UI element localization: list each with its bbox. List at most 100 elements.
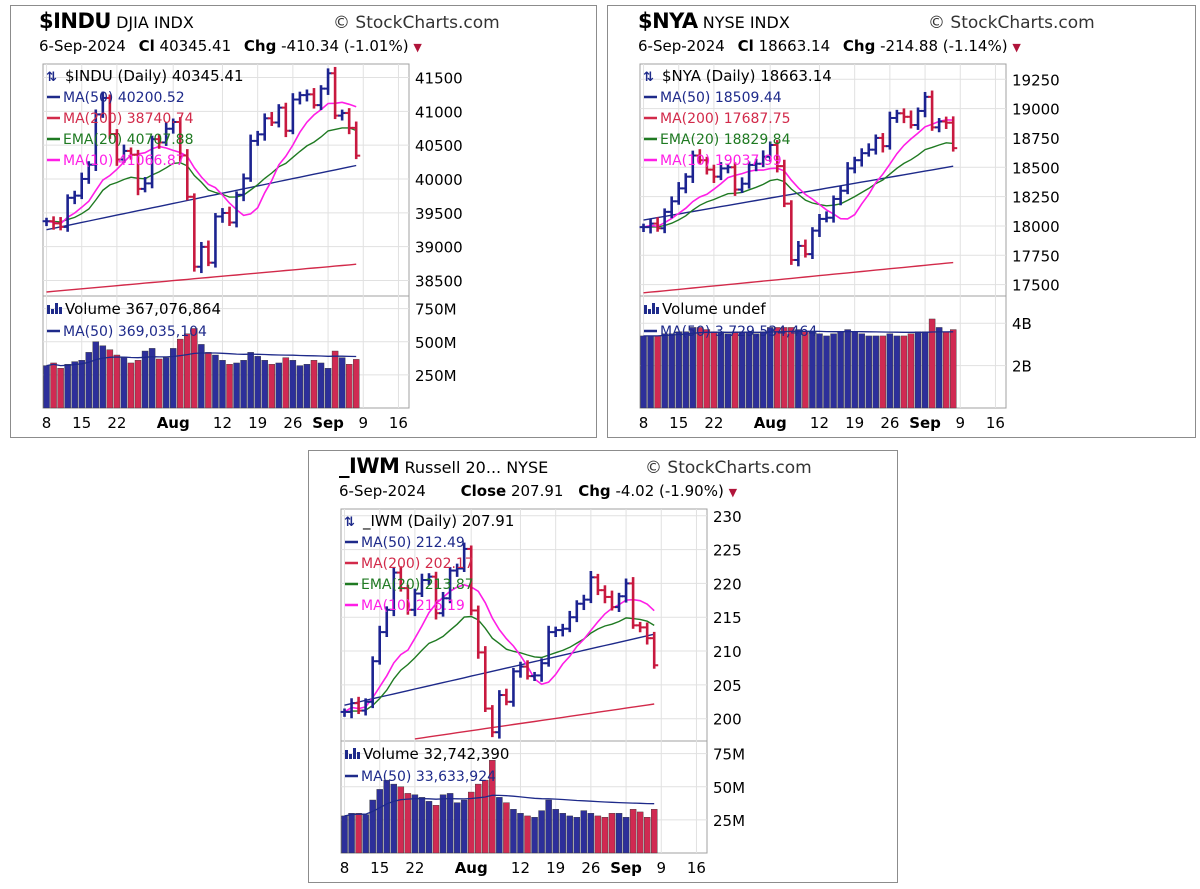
price-tick-label: 38500 — [415, 272, 463, 290]
volume-bar — [759, 331, 767, 409]
volume-bars-icon — [644, 303, 659, 314]
ma200-line — [46, 263, 357, 293]
volume-bar — [809, 331, 816, 409]
volume-bar — [647, 335, 654, 409]
chart-header: $INDU DJIA INDX — [39, 9, 194, 33]
ma10-line — [344, 583, 655, 713]
exchange-label: NYSE INDX — [702, 13, 790, 32]
price-label: Close — [460, 482, 507, 500]
price-tick-label: 17500 — [1012, 277, 1060, 295]
volume-bar — [289, 360, 297, 409]
ohlc-bar — [650, 631, 659, 669]
volume-bar — [489, 760, 496, 854]
chart-canvas[interactable]: 230 225 220 215 210 205 200 8 15 22 Aug 12 19 26 Sep 9 1… — [309, 451, 899, 884]
volume-bar — [879, 335, 887, 409]
volume-bar — [404, 793, 412, 854]
x-tick-label: 8 — [639, 414, 649, 432]
quote-date: 6-Sep-2024 — [638, 37, 725, 55]
volume-bar — [844, 329, 851, 409]
ma10-line — [46, 101, 357, 225]
volume-bar — [120, 357, 128, 409]
volume-bar — [177, 338, 184, 409]
volume-ma-label: MA(50) 33,633,924 — [361, 769, 496, 785]
volume-bar — [629, 809, 637, 854]
volume-bar — [510, 809, 517, 854]
volume-bar — [226, 364, 233, 409]
volume-bar — [99, 345, 107, 409]
down-triangle-icon: ▼ — [1012, 41, 1021, 54]
volume-bar — [460, 799, 468, 854]
price-tick-label: 18250 — [1012, 189, 1060, 207]
chg-value: -410.34 (-1.01%) — [281, 37, 409, 55]
price-value: 18663.14 — [758, 37, 831, 55]
volume-bar — [50, 362, 57, 409]
legend-item: EMA(20) 40707.88 — [63, 132, 194, 148]
chg-label: Chg — [842, 37, 876, 55]
quote-line: 6-Sep-2024 Cl 40345.41 Chg -410.34 (-1.0… — [39, 37, 422, 55]
volume-bar — [134, 360, 142, 409]
volume-bar — [233, 362, 240, 409]
down-triangle-icon: ▼ — [728, 486, 738, 499]
up-down-arrows-icon: ⇅ — [344, 515, 355, 530]
chg-value: -4.02 (-1.90%) — [615, 482, 724, 500]
volume-bar — [774, 327, 781, 409]
volume-bar — [851, 331, 858, 409]
x-tick-label: Aug — [157, 414, 190, 432]
x-tick-label: 22 — [704, 414, 723, 432]
price-tick-label: 41000 — [415, 103, 463, 121]
legend-item: MA(200) 17687.75 — [660, 111, 791, 127]
volume-icon-bar — [51, 309, 54, 314]
price-tick-label: 18000 — [1012, 218, 1060, 236]
ohlc-bar — [949, 116, 958, 152]
volume-bar — [601, 817, 609, 854]
volume-bar — [636, 811, 644, 854]
volume-bar — [376, 789, 383, 854]
volume-bar — [594, 815, 602, 854]
volume-bar — [338, 357, 346, 409]
x-tick-label: 9 — [955, 414, 965, 432]
price-tick-label: 19000 — [1012, 101, 1060, 119]
up-down-arrows-icon: ⇅ — [46, 70, 57, 85]
volume-bar — [731, 331, 739, 409]
volume-bar — [608, 813, 616, 854]
volume-bar — [717, 331, 725, 409]
volume-tick-label: 250M — [415, 367, 457, 385]
up-down-arrows-icon: ⇅ — [643, 70, 654, 85]
legend-item: EMA(20) 18829.84 — [660, 132, 791, 148]
x-tick-label: 22 — [405, 859, 424, 877]
chart-canvas[interactable]: 41500 41000 40500 40000 39500 39000 38500 8 15 22… — [11, 6, 598, 439]
stockcharts-credit[interactable]: © StockCharts.com — [645, 458, 812, 478]
stockcharts-credit[interactable]: © StockCharts.com — [928, 13, 1095, 33]
price-tick-label: 205 — [713, 677, 742, 695]
x-tick-label: 15 — [370, 859, 389, 877]
price-label: Cl — [138, 37, 155, 55]
x-tick-label: 9 — [656, 859, 666, 877]
volume-bar — [696, 327, 704, 409]
price-tick-label: 39500 — [415, 205, 463, 223]
x-tick-label: 22 — [107, 414, 126, 432]
volume-bar — [275, 362, 283, 409]
exchange-label: DJIA INDX — [116, 13, 194, 32]
volume-ma-label: MA(50) 369,035,104 — [63, 324, 207, 340]
volume-bar — [766, 327, 774, 409]
volume-bar — [830, 333, 837, 409]
volume-ma-line — [46, 352, 357, 367]
volume-bar — [219, 360, 226, 409]
x-tick-label: 19 — [845, 414, 864, 432]
chart-canvas[interactable]: 19250 19000 18750 18500 18250 18000 17750 17500… — [608, 6, 1197, 439]
chart-header: _IWM Russell 20... NYSE — [339, 454, 548, 478]
volume-bar — [668, 333, 675, 409]
volume-bar — [531, 817, 538, 854]
chart-panel-nya: $NYA NYSE INDX © StockCharts.com 6-Sep-2… — [607, 5, 1196, 438]
volume-bar — [682, 331, 689, 409]
volume-bar — [580, 810, 588, 854]
x-tick-label: 15 — [669, 414, 688, 432]
x-tick-label: 26 — [880, 414, 899, 432]
price-label: Cl — [737, 37, 754, 55]
x-tick-label: Sep — [312, 414, 344, 432]
volume-bar — [675, 331, 682, 409]
volume-bar — [355, 813, 362, 854]
volume-bar — [341, 815, 348, 854]
volume-icon-bar — [59, 307, 62, 314]
stockcharts-credit[interactable]: © StockCharts.com — [333, 13, 500, 33]
